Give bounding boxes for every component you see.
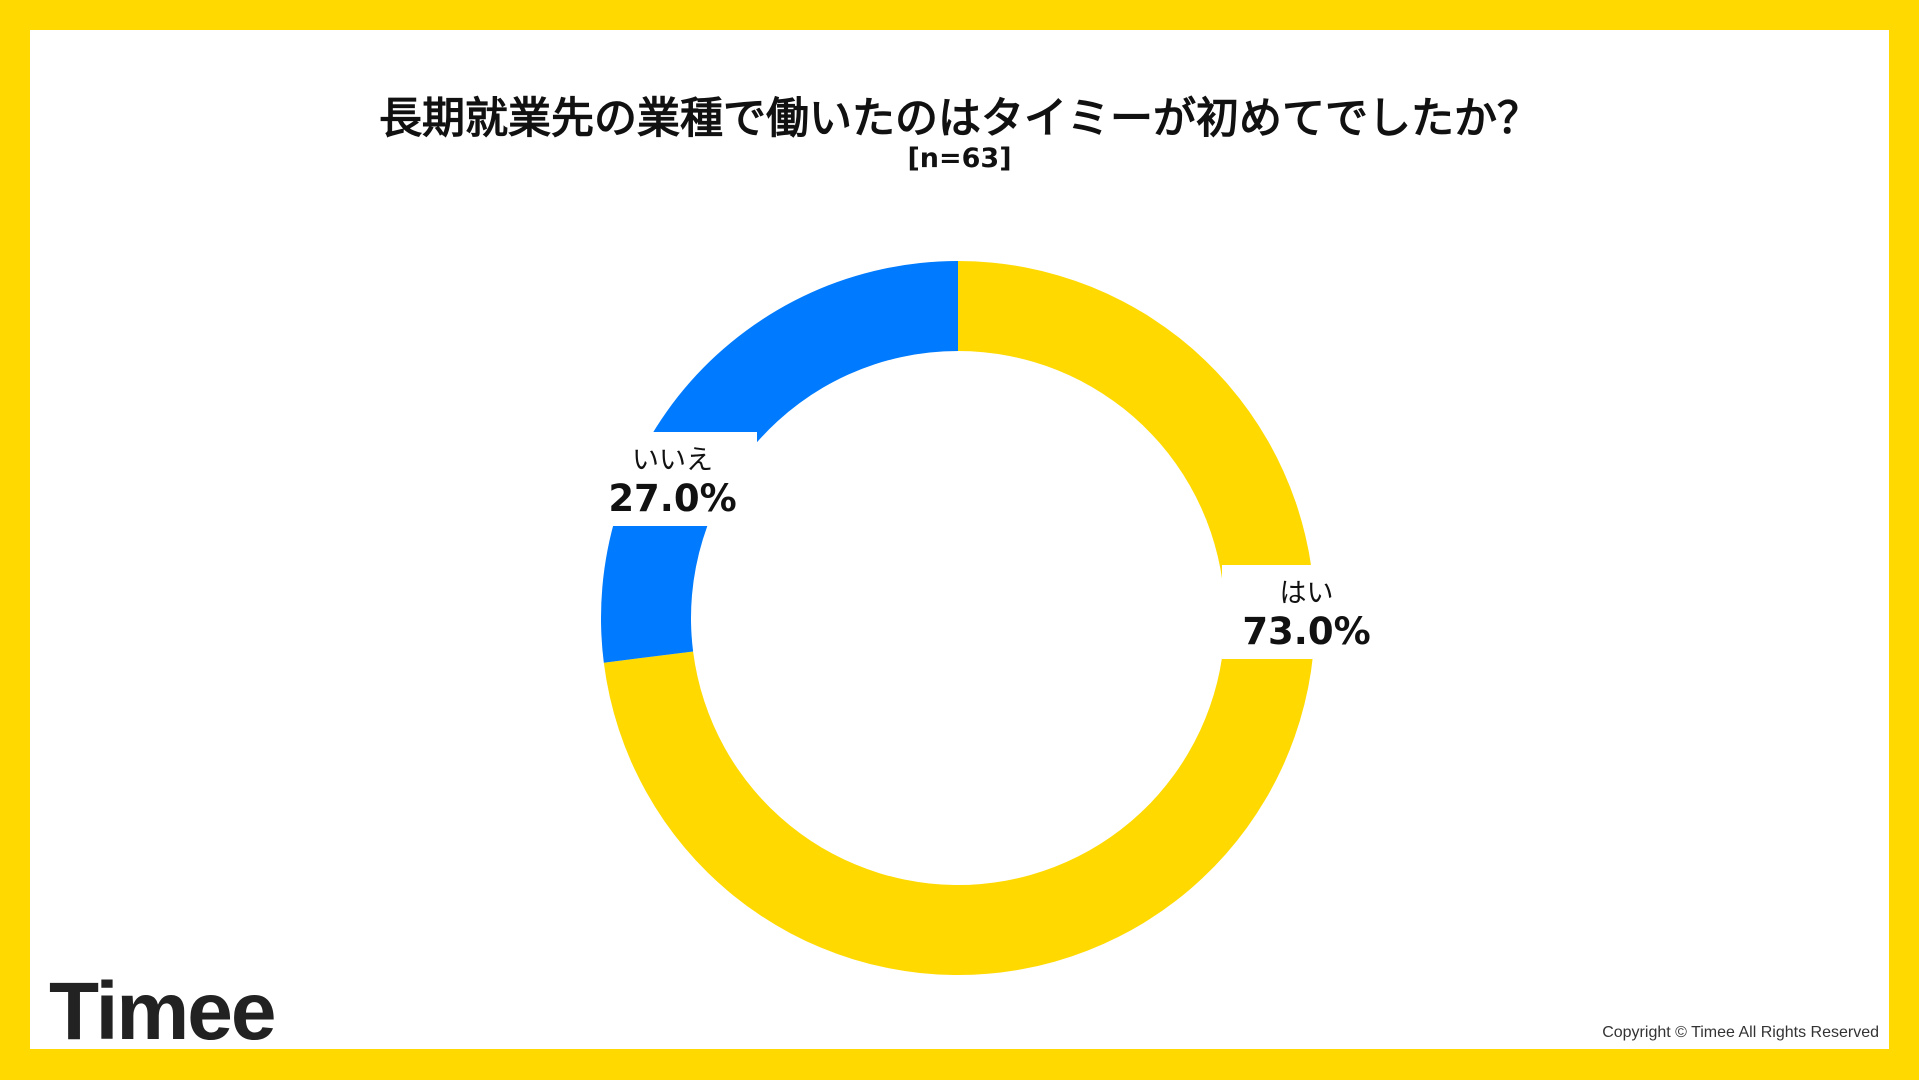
chart-subtitle: [n=63] xyxy=(907,143,1012,174)
data-label-iie: いいえ 27.0% xyxy=(588,432,757,526)
timee-logo: Timee xyxy=(49,966,277,1057)
category-label: はい xyxy=(1279,578,1334,609)
chart-panel xyxy=(30,30,1889,1049)
value-label: 27.0% xyxy=(608,477,737,520)
value-label: 73.0% xyxy=(1242,610,1371,653)
data-label-hai: はい 73.0% xyxy=(1222,565,1391,659)
copyright: Copyright © Timee All Rights Reserved xyxy=(1602,1024,1879,1041)
slice-iie xyxy=(601,261,958,663)
chart-title: 長期就業先の業種で働いたのはタイミーが初めてでしたか？ xyxy=(379,94,1540,144)
category-label: いいえ xyxy=(632,445,713,476)
